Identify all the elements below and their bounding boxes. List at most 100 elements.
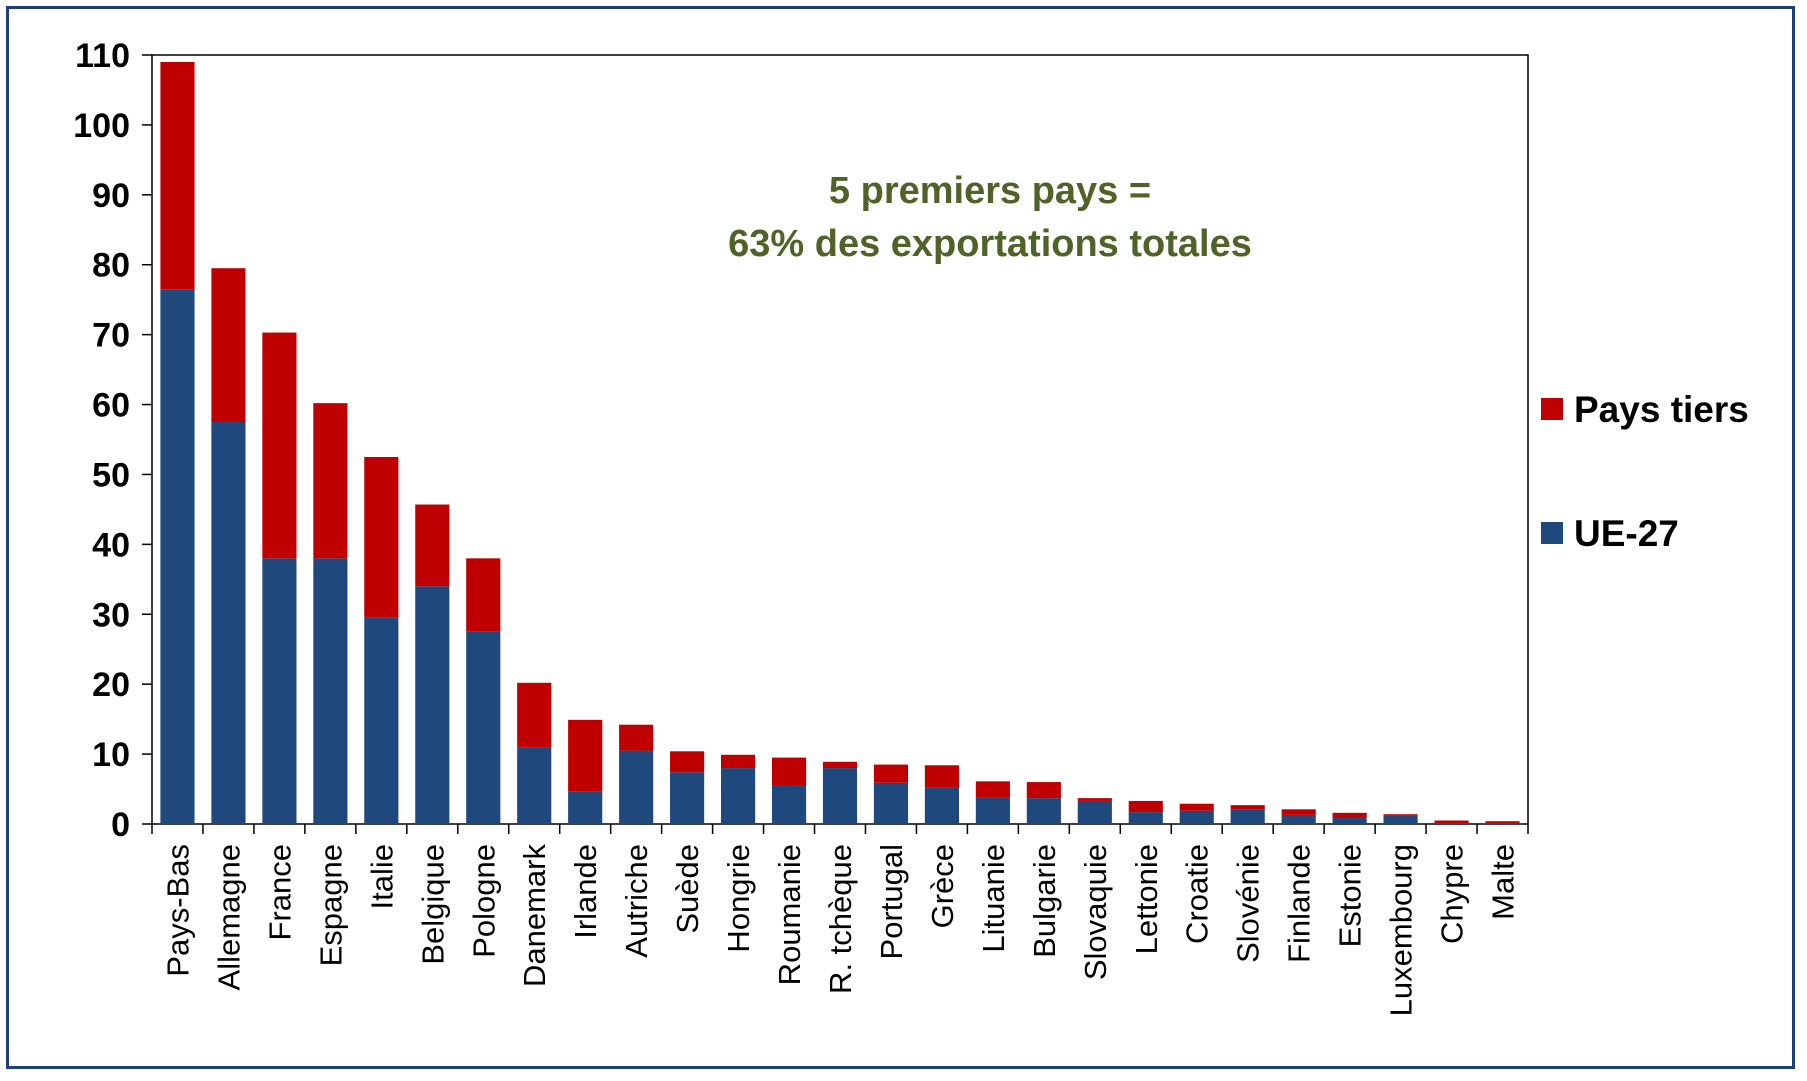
- bar-pays-tiers: [364, 456, 399, 618]
- y-tick-label: 60: [92, 387, 130, 425]
- y-tick-label: 50: [92, 456, 130, 494]
- bar-ue-27: [1485, 823, 1520, 824]
- x-category-label: Chypre: [1435, 844, 1470, 944]
- bar-pays-tiers: [1230, 805, 1265, 810]
- bar-ue-27: [1383, 815, 1418, 824]
- x-category-label: Malte: [1486, 844, 1521, 920]
- x-category-label: Pays-Bas: [160, 844, 195, 977]
- x-category-label: Portugal: [874, 844, 909, 959]
- legend-swatch-pays-tiers: [1541, 398, 1563, 420]
- x-category-label: Roumanie: [772, 844, 807, 985]
- bar-pays-tiers: [721, 754, 756, 769]
- bar-pays-tiers: [670, 751, 705, 773]
- bar-pays-tiers: [975, 781, 1010, 798]
- bar-pays-tiers: [1077, 798, 1112, 801]
- bar-ue-27: [1332, 817, 1367, 824]
- x-category-label: Bulgarie: [1027, 844, 1062, 958]
- bar-pays-tiers: [924, 765, 959, 788]
- annotation-line-1: 5 premiers pays =: [829, 170, 1151, 212]
- x-category-label: Lituanie: [976, 844, 1011, 953]
- bar-ue-27: [771, 785, 807, 824]
- bar-pays-tiers: [1485, 821, 1520, 824]
- x-category-label: Slovaquie: [1078, 844, 1113, 980]
- bar-ue-27: [1434, 823, 1469, 824]
- y-tick-label: 70: [92, 317, 130, 355]
- bar-ue-27: [262, 558, 297, 824]
- annotation: 5 premiers pays = 63% des exportations t…: [728, 170, 1252, 265]
- bar-pays-tiers: [1026, 782, 1061, 799]
- bar-ue-27: [1230, 809, 1265, 824]
- chart-frame: [6, 6, 1795, 1069]
- y-tick-label: 90: [92, 177, 130, 215]
- bar-ue-27: [415, 586, 450, 824]
- x-category-label: Danemark: [517, 844, 552, 987]
- bar-ue-27: [822, 768, 858, 824]
- y-tick-label: 100: [73, 107, 130, 145]
- bar-ue-27: [1026, 798, 1061, 824]
- bar-pays-tiers: [568, 719, 603, 792]
- bar-pays-tiers: [1434, 820, 1469, 824]
- bar-ue-27: [924, 787, 959, 824]
- bar-pays-tiers: [262, 332, 297, 559]
- bar-pays-tiers: [415, 504, 450, 587]
- bar-pays-tiers: [1281, 809, 1316, 815]
- bar-ue-27: [313, 558, 348, 824]
- x-category-label: R. tchèque: [823, 844, 858, 994]
- y-tick-label: 40: [92, 526, 130, 564]
- y-tick-label: 30: [92, 596, 130, 634]
- bar-pays-tiers: [1179, 803, 1214, 811]
- x-category-label: Luxembourg: [1384, 844, 1419, 1016]
- bar-ue-27: [619, 750, 654, 824]
- legend-label-ue-27: UE-27: [1574, 513, 1679, 554]
- x-category-label: Pologne: [466, 844, 501, 958]
- bar-ue-27: [364, 617, 399, 824]
- bars-layer: [160, 61, 1520, 825]
- bar-ue-27: [466, 631, 501, 824]
- bar-pays-tiers: [1332, 812, 1367, 818]
- x-category-label: Lettonie: [1129, 844, 1164, 954]
- bar-ue-27: [160, 289, 195, 825]
- category-labels: Pays-Bas Allemagne France Espagne Italie Belg…: [160, 844, 1520, 1017]
- x-category-label: Belgique: [415, 844, 450, 965]
- bar-pays-tiers: [313, 403, 348, 559]
- bar-pays-tiers: [160, 61, 195, 290]
- bar-ue-27: [1179, 810, 1214, 824]
- x-category-label: Italie: [364, 844, 399, 909]
- y-tick-label: 0: [111, 806, 130, 844]
- bar-ue-27: [1077, 800, 1112, 824]
- x-category-label: Espagne: [313, 844, 348, 966]
- y-tick-label: 110: [75, 37, 130, 75]
- x-category-label: Grèce: [925, 844, 960, 928]
- bar-ue-27: [975, 797, 1010, 824]
- legend-label-pays-tiers: Pays tiers: [1574, 389, 1749, 430]
- y-tick-label: 10: [92, 736, 130, 774]
- x-category-label: Finlande: [1282, 844, 1317, 963]
- bar-ue-27: [211, 422, 246, 824]
- x-category-label: France: [262, 844, 297, 940]
- x-category-label: Croatie: [1180, 844, 1215, 944]
- x-category-label: Hongrie: [721, 844, 756, 953]
- bar-pays-tiers: [771, 757, 807, 786]
- bar-ue-27: [721, 768, 756, 824]
- bar-ue-27: [670, 772, 705, 824]
- bar-pays-tiers: [873, 764, 909, 783]
- bar-pays-tiers: [822, 761, 858, 769]
- annotation-line-2: 63% des exportations totales: [728, 223, 1252, 265]
- legend: Pays tiers UE-27: [1541, 389, 1749, 554]
- x-category-label: Irlande: [568, 844, 603, 939]
- y-tick-label: 20: [92, 666, 130, 704]
- bar-pays-tiers: [517, 682, 552, 748]
- bar-ue-27: [568, 791, 603, 824]
- x-category-label: Allemagne: [211, 844, 246, 990]
- bar-ue-27: [1128, 812, 1163, 824]
- bar-ue-27: [1281, 814, 1316, 824]
- bar-ue-27: [873, 782, 909, 824]
- bar-pays-tiers: [1383, 814, 1418, 816]
- x-category-label: Estonie: [1333, 844, 1368, 947]
- x-category-label: Autriche: [619, 844, 654, 958]
- x-category-label: Suède: [670, 844, 705, 934]
- y-tick-label: 80: [92, 247, 130, 285]
- bar-ue-27: [517, 747, 552, 824]
- bar-pays-tiers: [1128, 800, 1163, 813]
